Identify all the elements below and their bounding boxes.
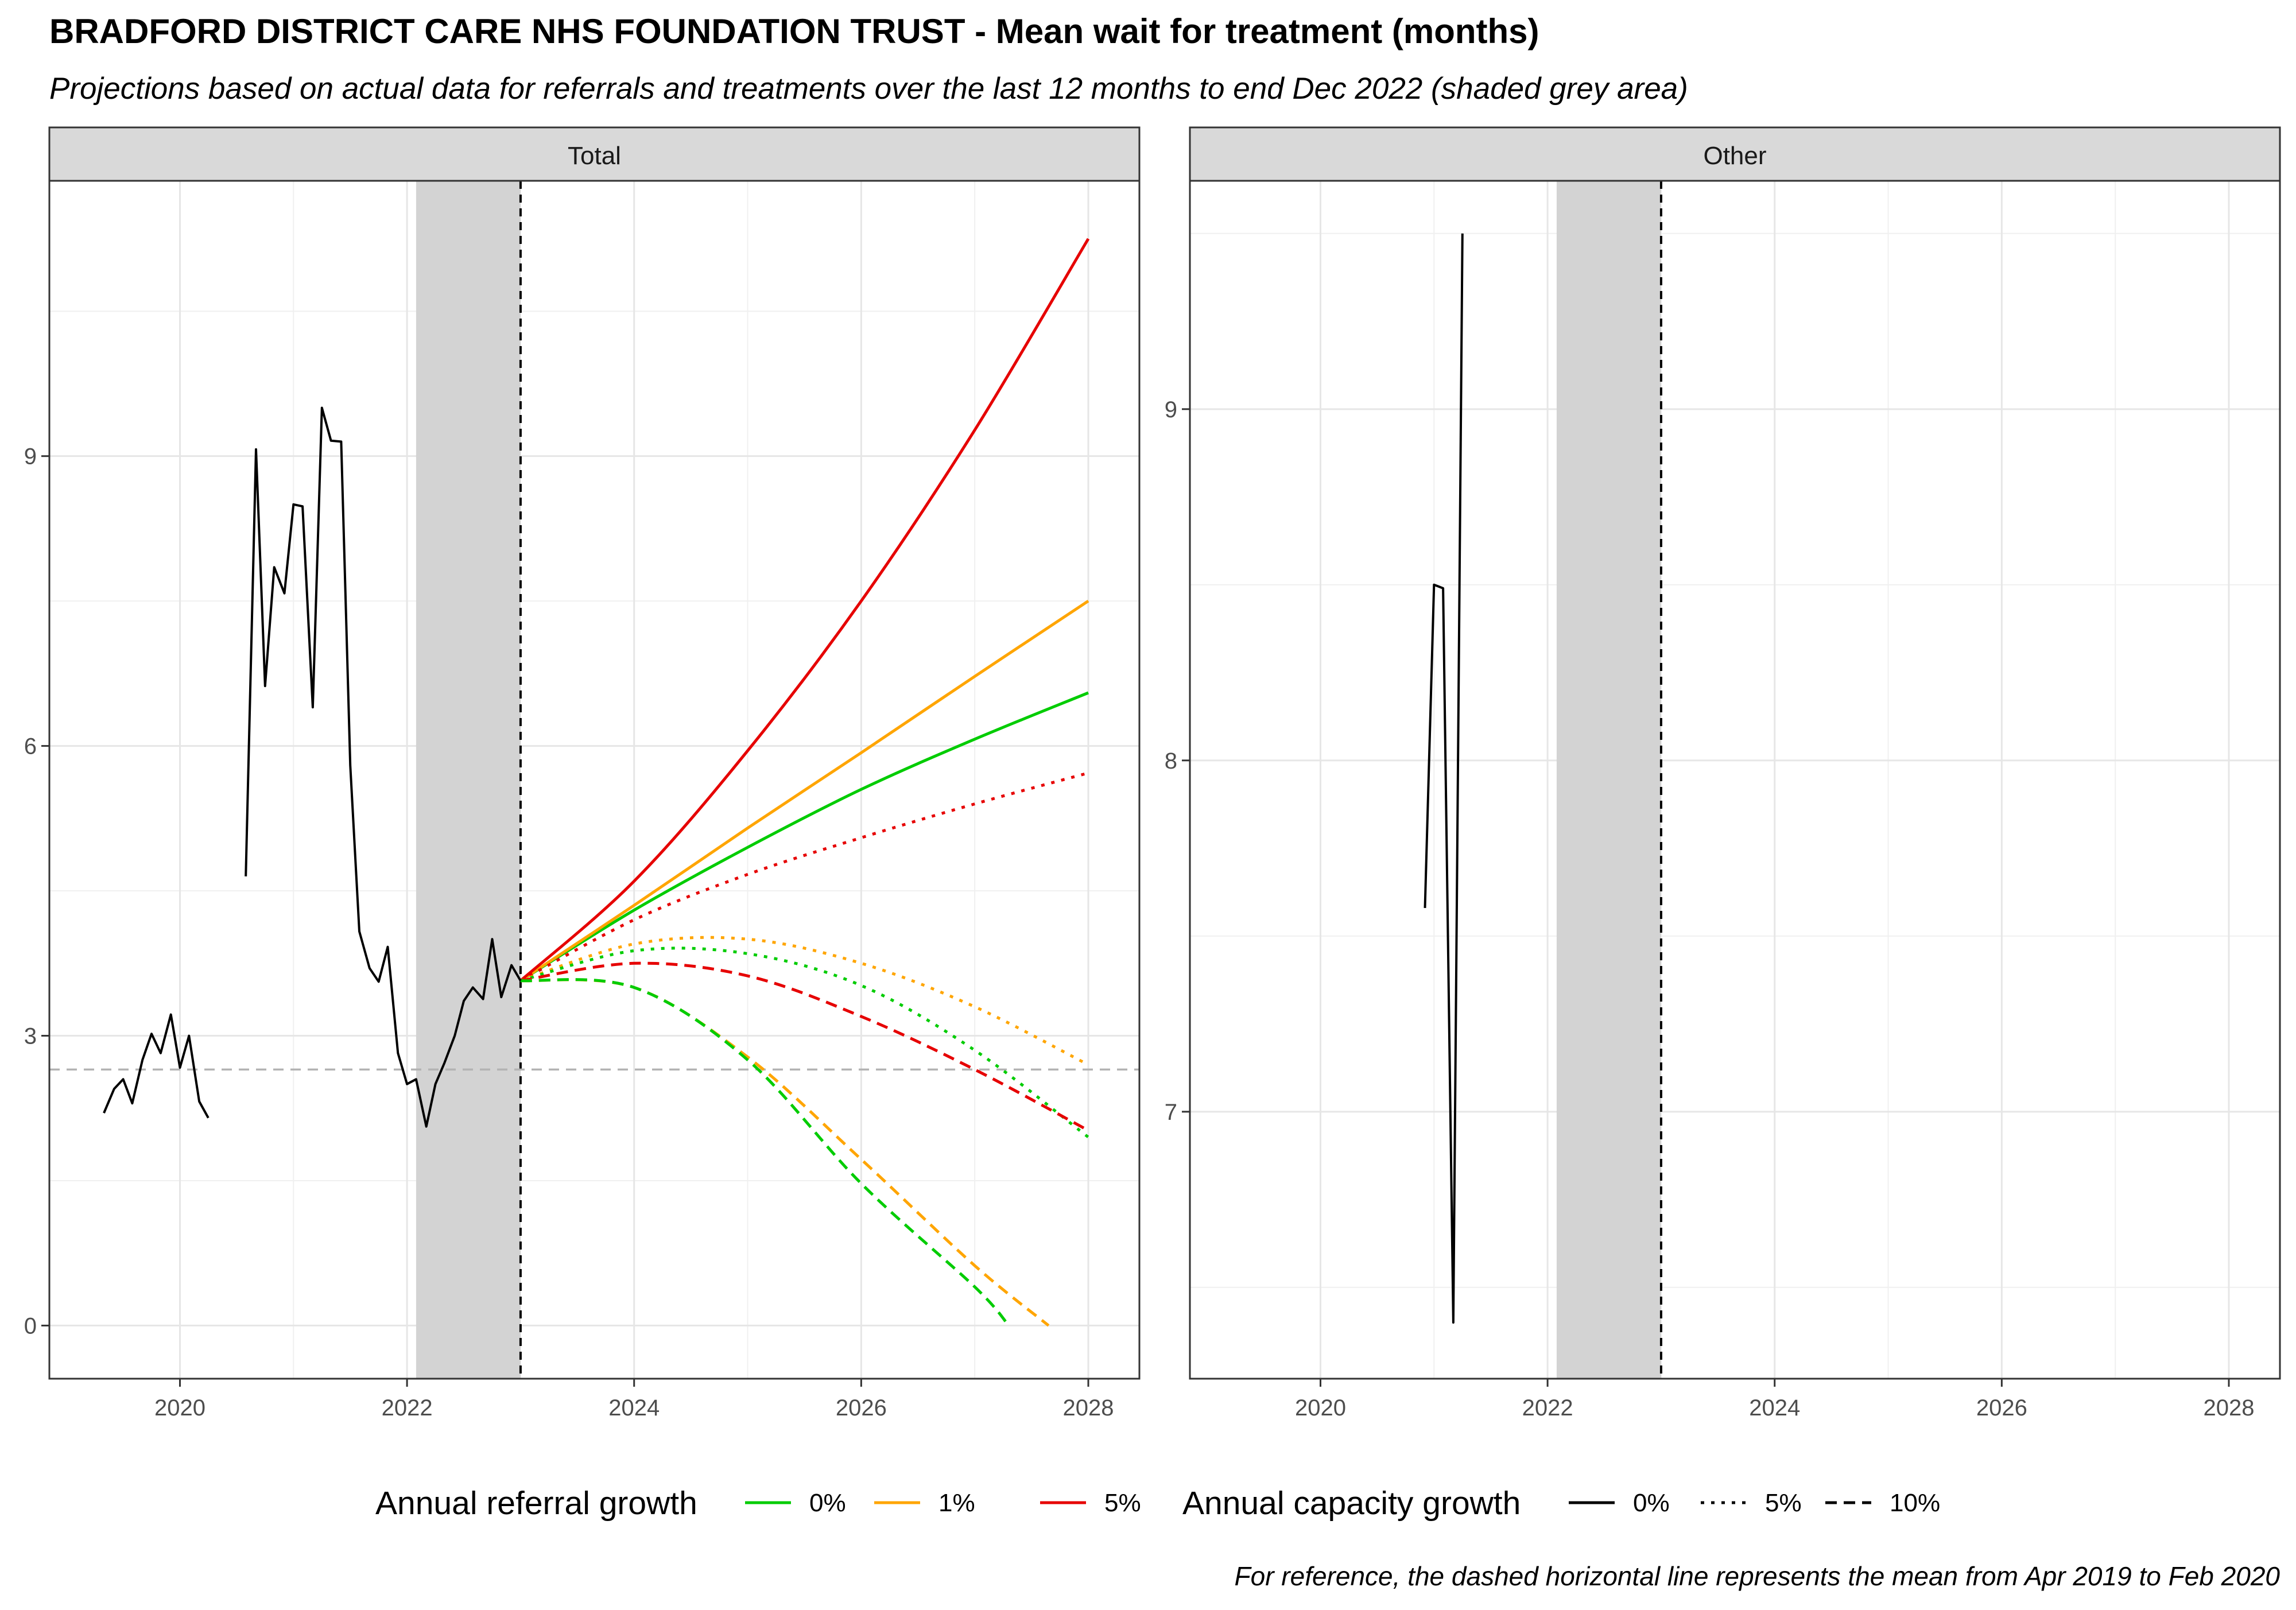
plot-background [1190,181,2280,1379]
x-tick-label: 2020 [1295,1395,1346,1421]
projection-line-ref1-cap5 [520,936,1089,1066]
chart-subtitle: Projections based on actual data for ref… [49,72,1688,106]
legend-capacity-growth: Annual capacity growth 0% 5% 10% [1182,1485,1940,1522]
panels: Total 2020 2022 2024 2026 2028 0 3 6 9 Other 2020 20… [24,126,2281,1421]
projection-line-ref5-cap5 [519,771,1089,982]
y-tick-label: 8 [1165,748,1177,774]
projection-line-ref1-cap0 [519,600,1089,982]
facet-strip [1189,126,2281,182]
actual-series-line [103,1013,210,1119]
shaded-period [1556,181,1661,1379]
actual-series-line [1424,233,1464,1324]
legend-capacity-label: 10% [1890,1489,1940,1517]
projection-line-ref5-cap10 [520,961,1089,1132]
projection-line-ref1-cap10 [520,978,1050,1327]
chart-caption: For reference, the dashed horizontal lin… [1235,1561,2281,1591]
plot-background [49,181,1139,1379]
x-tick-label: 2022 [1522,1395,1573,1421]
legend-capacity-label: 0% [1633,1489,1670,1517]
legend: Annual referral growth 0% 1% 5% Annual capac… [375,1485,1940,1522]
y-tick-label: 7 [1165,1100,1177,1125]
legend-capacity-label: 5% [1765,1489,1802,1517]
x-tick-label: 2024 [1749,1395,1800,1421]
facet-strip-label: Total [568,142,621,170]
facet-panel-total: Total 2020 2022 2024 2026 2028 0 3 6 9 [24,126,1141,1421]
facet-strip [48,126,1141,182]
x-tick-label: 2026 [1976,1395,2027,1421]
projection-line-ref5-cap0 [519,238,1090,982]
legend-capacity-title: Annual capacity growth [1182,1485,1521,1522]
x-tick-label: 2026 [836,1395,887,1421]
chart-title: BRADFORD DISTRICT CARE NHS FOUNDATION TR… [49,12,1539,51]
y-tick-label: 6 [24,734,37,759]
actual-series-line [245,406,522,1128]
legend-referral-label: 5% [1104,1489,1141,1517]
shaded-period [416,181,521,1379]
facet-strip-label: Other [1703,142,1766,170]
y-tick-label: 0 [24,1313,37,1339]
legend-referral-label: 0% [809,1489,846,1517]
facet-panel-other: Other 2020 2022 2024 2026 2028 7 8 9 [1165,126,2281,1421]
panel-border [48,180,1141,1380]
projection-line-ref0-cap10 [520,978,1010,1327]
x-tick-label: 2028 [1062,1395,1114,1421]
projection-line-ref0-cap5 [520,946,1089,1139]
legend-referral-label: 1% [938,1489,975,1517]
x-tick-label: 2022 [382,1395,433,1421]
legend-referral-title: Annual referral growth [375,1485,697,1522]
x-tick-label: 2028 [2203,1395,2254,1421]
y-tick-label: 9 [1165,397,1177,422]
x-tick-label: 2020 [154,1395,205,1421]
y-tick-label: 3 [24,1024,37,1049]
x-tick-label: 2024 [608,1395,660,1421]
y-tick-label: 9 [24,444,37,470]
projection-line-ref0-cap0 [519,691,1089,982]
panel-border [1189,180,2281,1380]
legend-referral-growth: Annual referral growth 0% 1% 5% [375,1485,1141,1522]
